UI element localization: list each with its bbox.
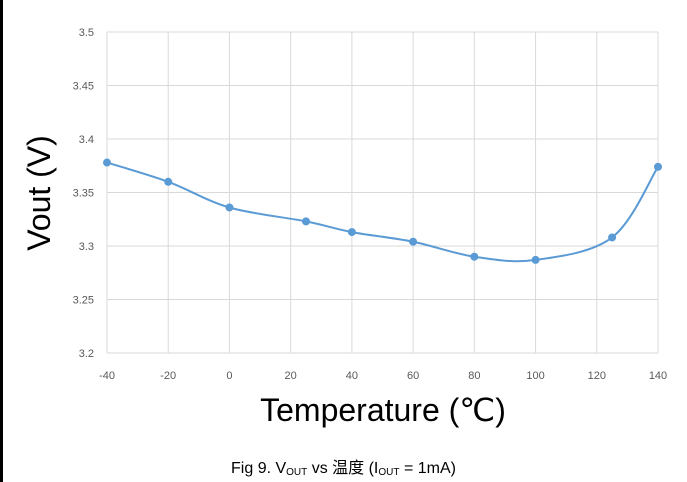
figure-caption: Fig 9. VOUT vs 温度 (IOUT = 1mA) [0, 454, 687, 478]
y-tick-label: 3.2 [79, 348, 94, 360]
x-axis-ticks: -40 -20 0 20 40 60 80 100 120 140 [99, 370, 667, 382]
y-tick-label: 3.35 [73, 188, 94, 200]
x-tick-label: 140 [649, 370, 667, 382]
data-point [608, 233, 617, 242]
x-tick-label: -20 [160, 370, 176, 382]
y-tick-label: 3.45 [73, 81, 94, 93]
x-tick-label: 80 [468, 370, 480, 382]
series-line [106, 161, 659, 263]
data-point [164, 177, 173, 186]
x-tick-label: 40 [346, 370, 358, 382]
data-point [301, 217, 310, 226]
x-axis-title: Temperature (℃) [260, 392, 506, 428]
x-tick-label: 60 [407, 370, 419, 382]
x-tick-label: 120 [588, 370, 606, 382]
y-tick-label: 3.3 [79, 241, 94, 253]
caption-middle: vs 温度 (I [307, 460, 379, 477]
caption-subscript-iout: OUT [378, 467, 400, 478]
series-points [103, 158, 662, 264]
left-border-rule [0, 0, 3, 482]
y-axis-ticks: 3.2 3.25 3.3 3.35 3.4 3.45 3.5 [73, 27, 94, 360]
data-point [409, 237, 418, 246]
y-tick-label: 3.4 [79, 134, 94, 146]
caption-subscript-out: OUT [286, 467, 308, 478]
x-tick-label: 100 [526, 370, 544, 382]
y-tick-label: 3.25 [73, 295, 94, 307]
data-point [531, 255, 540, 264]
x-tick-label: 0 [226, 370, 232, 382]
x-tick-label: 20 [285, 370, 297, 382]
y-tick-label: 3.5 [79, 27, 94, 39]
data-point [654, 162, 662, 171]
caption-suffix: = 1mA) [399, 460, 456, 477]
data-point [225, 203, 234, 212]
data-point [103, 158, 111, 167]
caption-prefix: Fig 9. V [231, 460, 287, 477]
data-point [470, 252, 479, 261]
x-tick-label: -40 [99, 370, 115, 382]
data-point [347, 228, 356, 237]
grid-lines [106, 31, 659, 354]
y-axis-title: Vout (V) [21, 135, 57, 251]
